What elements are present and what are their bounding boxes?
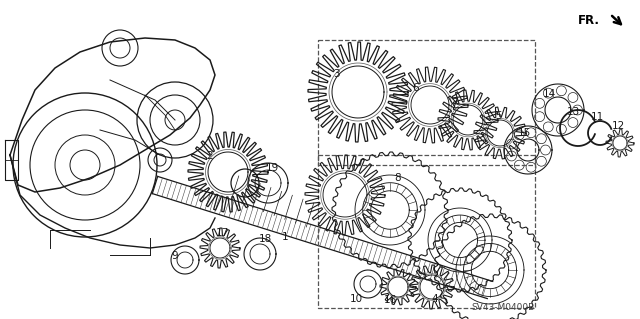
- Text: 9: 9: [172, 251, 179, 261]
- Text: SV43-M0400B: SV43-M0400B: [472, 303, 535, 312]
- Text: 1: 1: [282, 232, 288, 242]
- Text: 13: 13: [566, 107, 580, 117]
- Text: 15: 15: [517, 128, 531, 138]
- Text: 16: 16: [383, 295, 397, 305]
- Text: 7: 7: [451, 98, 458, 108]
- Text: 6: 6: [413, 83, 419, 93]
- Text: 8: 8: [395, 173, 401, 183]
- Text: 12: 12: [611, 121, 625, 131]
- Text: FR.: FR.: [578, 13, 600, 26]
- Text: 4: 4: [432, 294, 438, 304]
- Text: 17: 17: [216, 228, 228, 238]
- Text: 2: 2: [207, 151, 213, 161]
- Text: 14: 14: [542, 89, 556, 99]
- Text: 18: 18: [259, 234, 271, 244]
- Text: 11: 11: [590, 112, 604, 122]
- Text: 3: 3: [333, 69, 339, 79]
- Text: 19: 19: [266, 163, 278, 173]
- Text: 10: 10: [349, 294, 363, 304]
- Text: 5: 5: [495, 111, 501, 121]
